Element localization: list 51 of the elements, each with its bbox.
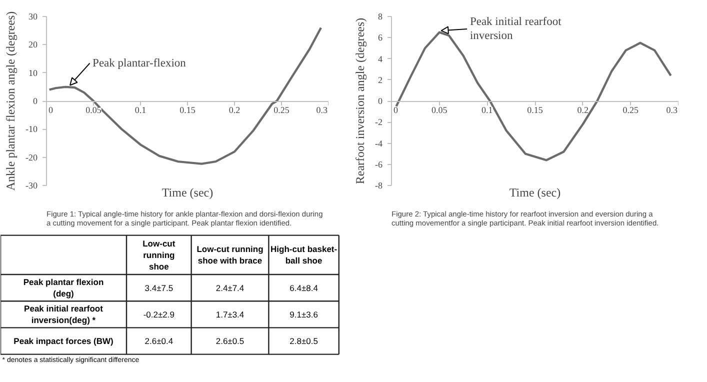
text: Peak impact forces (BW) (14, 336, 114, 346)
x-tick-label: 0.3 (316, 105, 328, 115)
y-axis-title: Rearfoot inversion angle (degrees) (353, 18, 368, 184)
x-tick-label: 0.25 (622, 105, 640, 115)
y-tick-label: -2 (375, 117, 383, 128)
text: 2.6±0.4 (144, 336, 174, 346)
x-tick-label: 0 (48, 105, 54, 115)
y-tick-label: -6 (375, 159, 383, 170)
y-tick-label: -8 (375, 180, 383, 190)
y-tick-label: -30 (26, 180, 38, 190)
text: High-cut basket- ball shoe (270, 244, 338, 266)
annotation: Peak plantar-flexion (92, 57, 186, 70)
text: 3.4±7.5 (144, 282, 174, 293)
y-tick-label: -4 (375, 138, 383, 148)
text: 2.4±7.4 (216, 282, 244, 293)
text: Peak plantar flexion (deg) (23, 277, 104, 299)
x-tick-label: 0.15 (527, 105, 544, 115)
y-tick-label: 6 (378, 32, 383, 43)
text: Peak initial rearfoot inversion(deg) * (24, 304, 104, 326)
x-tick-label: 0.1 (482, 105, 493, 115)
x-tick-label: 0 (394, 105, 398, 115)
y-tick-label: 0 (33, 96, 38, 106)
y-tick-label: 0 (378, 96, 383, 106)
x-tick-label: 0.15 (180, 105, 196, 115)
y-tick-label: 20 (28, 40, 38, 50)
x-axis-title: Time (sec) (509, 186, 561, 200)
y-tick-label: -20 (26, 152, 38, 162)
y-axis-title: Ankle plantar flexion angle (degrees) (4, 11, 18, 191)
text: 6.4±8.4 (290, 282, 318, 293)
y-tick-label: 30 (28, 12, 38, 22)
text: 2.8±0.5 (290, 336, 318, 346)
text: 9.1±3.6 (290, 309, 318, 320)
x-tick-label: 0.2 (228, 105, 240, 115)
text: -0.2±2.9 (143, 309, 175, 320)
x-tick-label: 0.2 (577, 105, 588, 115)
x-tick-label: 0.1 (134, 105, 146, 115)
text: Low-cut running shoe (142, 238, 176, 272)
text: 2.6±0.5 (216, 336, 244, 346)
y-tick-label: 10 (28, 68, 38, 78)
x-tick-label: 0.05 (431, 105, 448, 115)
x-tick-label: 0.25 (274, 105, 290, 115)
y-tick-label: -10 (26, 124, 38, 134)
y-tick-label: 8 (378, 12, 383, 22)
y-tick-label: 4 (378, 54, 383, 64)
x-tick-label: 0.3 (666, 105, 678, 115)
x-axis-title: Time (sec) (162, 186, 214, 200)
annotation: Peak initial rearfoot inversion (470, 16, 562, 42)
text: Low-cut running shoe with brace (196, 244, 264, 266)
y-tick-label: 2 (378, 74, 382, 85)
x-tick-label: 0.05 (86, 105, 102, 115)
text: 1.7±3.4 (216, 309, 244, 320)
